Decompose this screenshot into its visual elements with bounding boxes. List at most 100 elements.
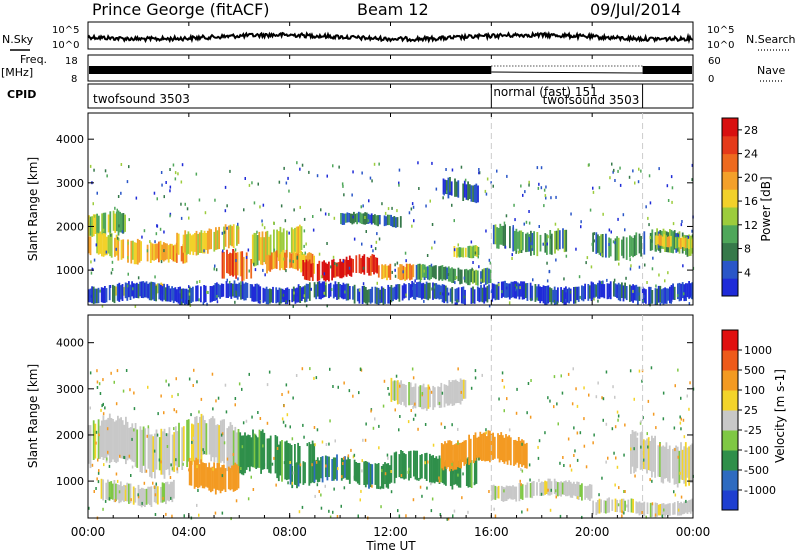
heatmap-cell	[229, 252, 231, 276]
heatmap-cell	[188, 457, 191, 486]
heatmap-cell	[585, 465, 588, 469]
heatmap-cell	[673, 286, 676, 300]
heatmap-cell	[617, 217, 619, 221]
heatmap-cell	[121, 486, 124, 501]
heatmap-cell	[133, 428, 135, 432]
heatmap-cell	[507, 486, 510, 500]
heatmap-cell	[174, 426, 177, 466]
heatmap-cell	[133, 242, 136, 265]
heatmap-cell	[255, 233, 257, 266]
heatmap-cell	[276, 436, 279, 479]
heatmap-cell	[505, 214, 508, 218]
heatmap-cell	[544, 194, 547, 198]
heatmap-cell	[633, 431, 635, 474]
heatmap-cell	[192, 234, 195, 256]
heatmap-cell	[232, 453, 235, 456]
heatmap-cell	[390, 377, 393, 402]
heatmap-cell	[256, 230, 258, 234]
heatmap-cell	[308, 458, 311, 484]
heatmap-cell	[129, 427, 132, 460]
heatmap-cell	[205, 233, 208, 250]
heatmap-cell	[483, 284, 486, 304]
heatmap-cell	[634, 181, 636, 185]
heatmap-cell	[605, 460, 607, 464]
heatmap-cell	[173, 408, 175, 412]
heatmap-cell	[104, 169, 107, 173]
heatmap-cell	[102, 228, 105, 232]
heatmap-cell	[631, 430, 634, 467]
heatmap-cell	[451, 380, 454, 406]
heatmap-cell	[361, 459, 363, 463]
heatmap-cell	[515, 486, 518, 502]
heatmap-cell	[461, 379, 464, 401]
heatmap-cell	[382, 464, 385, 489]
heatmap-cell	[117, 210, 120, 236]
heatmap-cell	[180, 202, 182, 206]
heatmap-cell	[689, 499, 692, 514]
heatmap-cell	[316, 428, 319, 432]
heatmap-cell	[642, 458, 645, 462]
heatmap-cell	[417, 161, 419, 165]
heatmap-cell	[127, 239, 129, 263]
heatmap-cell	[543, 241, 546, 245]
heatmap-cell	[237, 226, 239, 230]
heatmap-cell	[133, 407, 136, 411]
heatmap-cell	[375, 240, 378, 244]
heatmap-cell	[411, 281, 414, 297]
heatmap-cell	[201, 462, 204, 489]
heatmap-cell	[117, 195, 120, 198]
heatmap-cell	[373, 162, 376, 166]
heatmap-cell	[529, 415, 532, 419]
heatmap-cell	[630, 447, 632, 451]
heatmap-cell	[681, 503, 684, 515]
heatmap-cell	[451, 460, 454, 490]
heatmap-cell	[400, 380, 402, 405]
heatmap-cell	[324, 484, 326, 488]
heatmap-cell	[130, 498, 132, 502]
heatmap-cell	[553, 299, 556, 303]
heatmap-cell	[358, 254, 361, 274]
heatmap-cell	[503, 489, 505, 493]
heatmap-cell	[494, 514, 497, 518]
heatmap-cell	[139, 489, 141, 506]
heatmap-cell	[609, 176, 611, 180]
heatmap-cell	[166, 433, 169, 470]
heatmap-cell	[369, 463, 372, 488]
heatmap-cell	[577, 481, 580, 500]
heatmap-cell	[676, 294, 679, 298]
heatmap-cell	[576, 404, 579, 408]
heatmap-cell	[408, 382, 410, 406]
heatmap-cell	[166, 284, 169, 302]
heatmap-cell	[118, 224, 120, 228]
heatmap-cell	[568, 287, 570, 304]
colorbar-tick-label: 12	[744, 219, 758, 232]
heatmap-cell	[640, 502, 642, 515]
heatmap-cell	[401, 285, 404, 301]
heatmap-cell	[657, 285, 660, 303]
heatmap-cell	[470, 240, 473, 244]
heatmap-cell	[137, 493, 139, 497]
heatmap-cell	[250, 475, 252, 479]
heatmap-cell	[198, 298, 200, 302]
heatmap-cell	[411, 224, 413, 228]
heatmap-cell	[499, 223, 502, 245]
heatmap-cell	[200, 230, 203, 253]
heatmap-cell	[603, 500, 606, 514]
heatmap-cell	[164, 287, 167, 302]
heatmap-cell	[271, 462, 274, 466]
heatmap-cell	[226, 428, 229, 472]
heatmap-cell	[211, 372, 214, 376]
heatmap-cell	[608, 283, 610, 298]
heatmap-cell	[320, 208, 322, 212]
heatmap-cell	[101, 213, 103, 236]
heatmap-cell	[256, 437, 259, 468]
heatmap-cell	[331, 259, 333, 281]
heatmap-cell	[503, 221, 506, 225]
heatmap-cell	[169, 288, 172, 302]
heatmap-cell	[160, 428, 163, 475]
nave-right-bottom-tick: 0	[708, 74, 714, 85]
heatmap-cell	[323, 272, 326, 276]
heatmap-cell	[107, 450, 109, 454]
heatmap-cell	[108, 497, 111, 501]
heatmap-cell	[553, 286, 556, 305]
